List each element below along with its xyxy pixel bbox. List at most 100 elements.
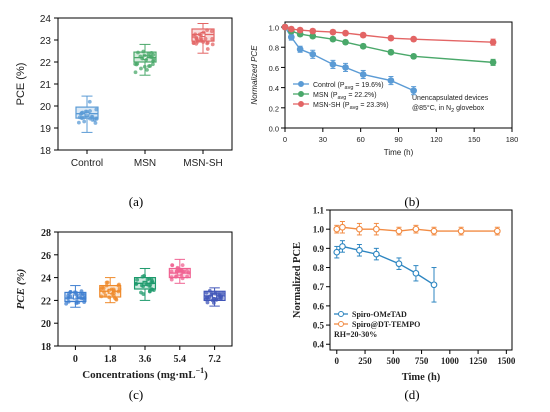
data-point	[148, 283, 153, 288]
data-point	[197, 32, 202, 37]
data-point	[144, 58, 148, 62]
data-point	[205, 295, 210, 300]
y-axis-label: PCE (%)	[15, 269, 27, 310]
data-point	[142, 64, 147, 69]
data-point	[179, 267, 184, 272]
data-point	[139, 66, 143, 71]
x-tick-label: 150	[468, 135, 481, 144]
legend-swatch-marker	[298, 91, 304, 97]
x-tick-label: 120	[430, 135, 443, 144]
data-point	[82, 119, 87, 124]
data-point	[387, 34, 395, 42]
data-point	[94, 107, 99, 112]
y-tick-label: 0.6	[269, 64, 279, 73]
data-point	[149, 51, 154, 55]
data-point	[220, 291, 225, 296]
data-point	[387, 48, 395, 56]
x-axis-label: Time (h)	[402, 372, 441, 383]
data-point	[410, 35, 417, 43]
data-point	[82, 115, 87, 120]
y-axis-label: Normalized PCE	[250, 45, 259, 105]
data-point	[169, 277, 174, 282]
data-point	[145, 277, 150, 282]
y-tick-label: 28	[41, 228, 51, 239]
data-point	[79, 296, 84, 301]
caption-a: (a)	[129, 194, 143, 209]
data-point	[489, 59, 497, 66]
x-tick-label: 1000	[441, 356, 460, 366]
x-tick-label: 30	[319, 135, 327, 144]
data-point	[110, 292, 115, 296]
data-point	[356, 225, 363, 233]
data-point	[88, 109, 92, 113]
data-point	[372, 225, 380, 233]
data-point	[76, 300, 81, 305]
data-point	[83, 109, 88, 114]
data-point	[412, 269, 420, 277]
y-tick-label: 1.0	[313, 225, 325, 235]
x-axis-label: Concentrations (mg·mL−1)	[82, 366, 208, 381]
x-axis-label: Time (h)	[384, 148, 414, 157]
annotation-line-2: @85°C, in N2 glovebox	[412, 104, 485, 114]
data-point	[133, 70, 138, 75]
data-point	[76, 120, 81, 125]
x-tick-label: 0	[283, 135, 287, 144]
data-point	[136, 50, 140, 55]
x-tick-label: MSN	[134, 158, 156, 169]
annotation: RH=20-30%	[334, 330, 377, 339]
data-point	[68, 290, 73, 294]
y-tick-label: 1.1	[313, 206, 325, 216]
data-point	[185, 268, 189, 273]
y-tick-label: 0.6	[313, 301, 325, 311]
data-point	[180, 263, 185, 268]
data-point	[309, 27, 317, 35]
data-point	[205, 41, 210, 46]
y-tick-label: 22	[41, 296, 51, 307]
data-point	[194, 41, 199, 46]
data-point	[342, 38, 349, 46]
x-tick-label: 1250	[469, 356, 488, 366]
data-point	[287, 25, 295, 33]
data-point	[140, 274, 145, 279]
x-tick-label: 7.2	[208, 354, 221, 365]
x-tick-label: 0	[335, 356, 340, 366]
y-tick-label: 0.7	[313, 282, 325, 292]
data-point	[203, 36, 208, 41]
panel-b: 0 30 60 90 120 150 180 0.0 0.2 0.4 0.6 0.8 1.0 Contro…	[250, 21, 519, 157]
data-point	[150, 62, 155, 67]
data-point	[75, 295, 80, 300]
data-point	[287, 33, 295, 41]
data-point	[150, 279, 155, 283]
data-point	[99, 287, 103, 292]
x-tick-label: 750	[415, 356, 429, 366]
data-point	[191, 34, 196, 39]
data-point	[210, 36, 215, 41]
y-axis-label: PCE (%)	[15, 63, 27, 106]
x-tick-label: 180	[506, 135, 519, 144]
y-tick-label: 0.8	[313, 263, 325, 273]
y-axis-label: Normalized PCE	[292, 242, 303, 318]
y-tick-label: 23	[40, 36, 52, 47]
y-tick-label: 18	[40, 146, 52, 157]
data-point	[430, 227, 438, 235]
data-point	[329, 28, 337, 36]
data-point	[148, 64, 152, 68]
y-tick-label: 19	[40, 124, 52, 135]
legend-label: Control (Pavg = 19.6%)	[313, 82, 384, 91]
data-point	[329, 61, 337, 68]
x-tick-label: 60	[356, 135, 364, 144]
data-point	[66, 296, 71, 301]
data-point	[205, 28, 210, 33]
legend-swatch-marker	[298, 81, 304, 87]
data-point	[359, 42, 367, 50]
data-point	[134, 62, 139, 67]
legend-swatch-marker	[298, 101, 304, 107]
data-point	[99, 294, 104, 299]
panel-c: 18 20 22 24 26 28 0 1.8 3.6 5.4 7.2 PCE (%) Concentr…	[15, 228, 233, 381]
data-point	[296, 45, 304, 53]
y-tick-label: 0.9	[313, 244, 325, 254]
data-point	[145, 67, 149, 72]
data-point	[66, 299, 71, 304]
data-point	[174, 274, 179, 279]
y-tick-label: 0.4	[269, 84, 279, 93]
